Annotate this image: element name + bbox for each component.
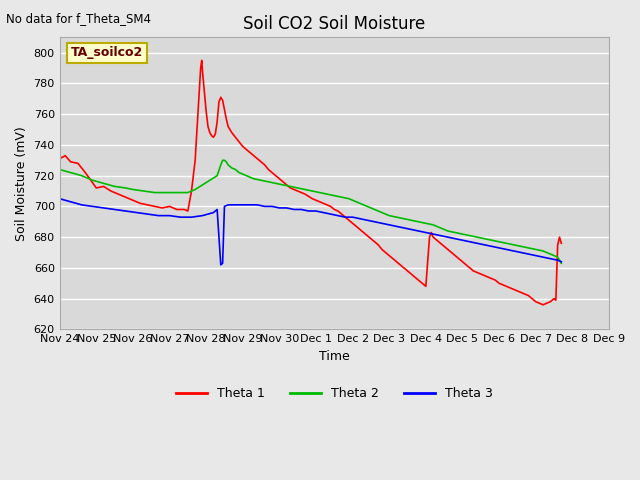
X-axis label: Time: Time [319, 350, 349, 363]
Text: No data for f_Theta_SM4: No data for f_Theta_SM4 [6, 12, 152, 25]
Legend: Theta 1, Theta 2, Theta 3: Theta 1, Theta 2, Theta 3 [171, 382, 498, 405]
Title: Soil CO2 Soil Moisture: Soil CO2 Soil Moisture [243, 15, 426, 33]
Text: TA_soilco2: TA_soilco2 [70, 46, 143, 60]
Y-axis label: Soil Moisture (mV): Soil Moisture (mV) [15, 126, 28, 241]
